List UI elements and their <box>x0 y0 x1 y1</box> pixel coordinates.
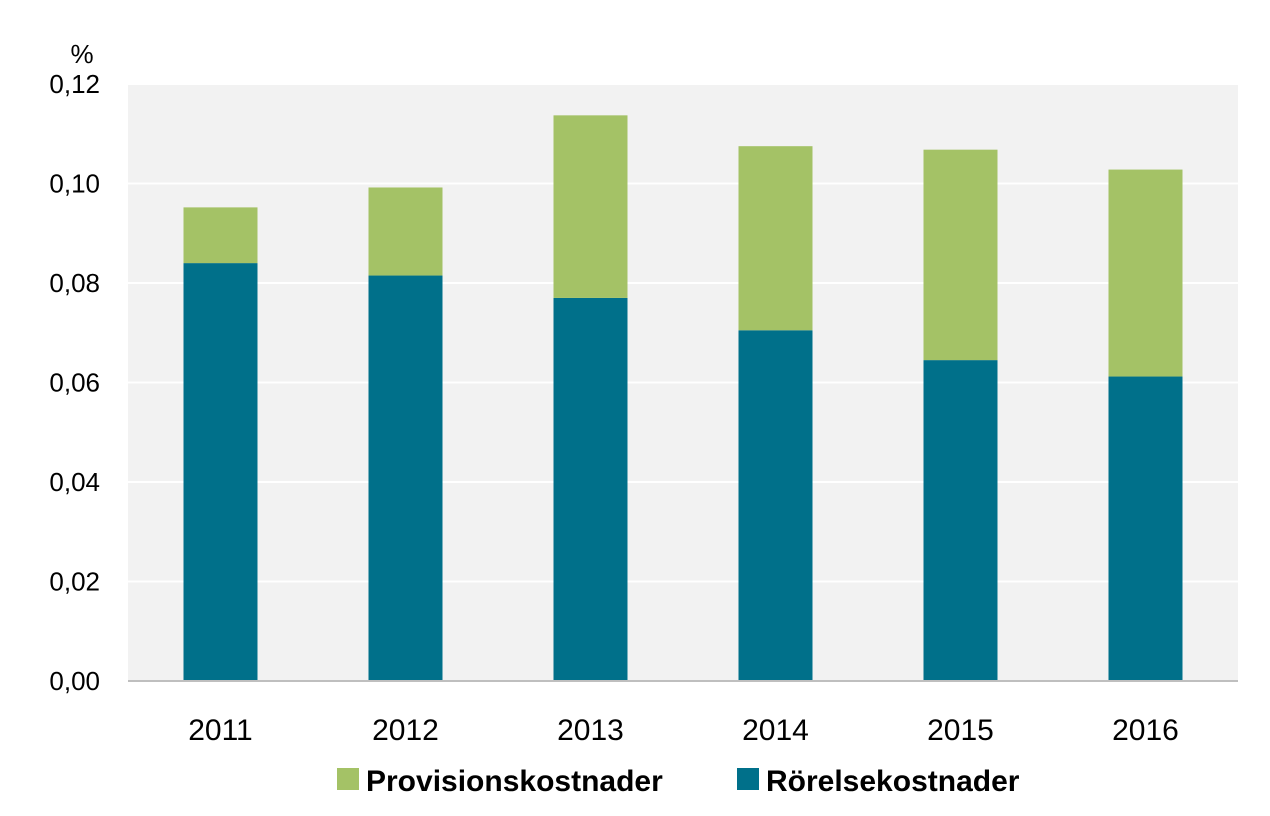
legend-swatch <box>737 768 759 790</box>
y-tick-label: 0,12 <box>49 69 100 99</box>
bar-r-relsekostnader-2013 <box>553 297 628 681</box>
x-tick-label: 2014 <box>742 714 809 747</box>
x-tick-label: 2016 <box>1112 714 1179 747</box>
y-tick-label: 0,04 <box>49 467 100 497</box>
bar-provisionskostnader-2015 <box>923 149 998 361</box>
bar-provisionskostnader-2014 <box>738 146 813 331</box>
bar-provisionskostnader-2016 <box>1108 169 1183 377</box>
bar-provisionskostnader-2012 <box>368 187 443 276</box>
bar-r-relsekostnader-2012 <box>368 275 443 681</box>
y-tick-label: 0,02 <box>49 567 100 597</box>
bar-provisionskostnader-2011 <box>183 207 258 264</box>
y-axis-ticks: 0,00 0,02 0,04 0,06 0,08 0,10 0,12 <box>49 69 100 696</box>
x-tick-label: 2013 <box>557 714 624 747</box>
gridlines <box>128 83 1238 583</box>
y-axis-unit-label: % <box>70 39 93 69</box>
x-tick-label: 2011 <box>188 714 253 747</box>
legend-swatch <box>337 768 359 790</box>
legend-label: Rörelsekostnader <box>766 765 1020 798</box>
bar-r-relsekostnader-2011 <box>183 263 258 681</box>
y-tick-label: 0,06 <box>49 368 100 398</box>
legend: Provisionskostnader Rörelsekostnader <box>337 765 1020 798</box>
y-tick-label: 0,00 <box>49 666 100 696</box>
bar-r-relsekostnader-2016 <box>1108 376 1183 681</box>
x-axis-ticks: 2011 2012 2013 2014 2015 2016 <box>188 714 1179 747</box>
y-tick-label: 0,08 <box>49 268 100 298</box>
bar-r-relsekostnader-2015 <box>923 360 998 681</box>
x-tick-label: 2012 <box>372 714 439 747</box>
legend-label: Provisionskostnader <box>366 765 663 798</box>
bars <box>183 115 1183 681</box>
legend-item: Provisionskostnader <box>337 765 663 798</box>
x-tick-label: 2015 <box>927 714 994 747</box>
legend-item: Rörelsekostnader <box>737 765 1020 798</box>
bar-provisionskostnader-2013 <box>553 115 628 298</box>
y-tick-label: 0,10 <box>49 169 100 199</box>
bar-r-relsekostnader-2014 <box>738 330 813 681</box>
